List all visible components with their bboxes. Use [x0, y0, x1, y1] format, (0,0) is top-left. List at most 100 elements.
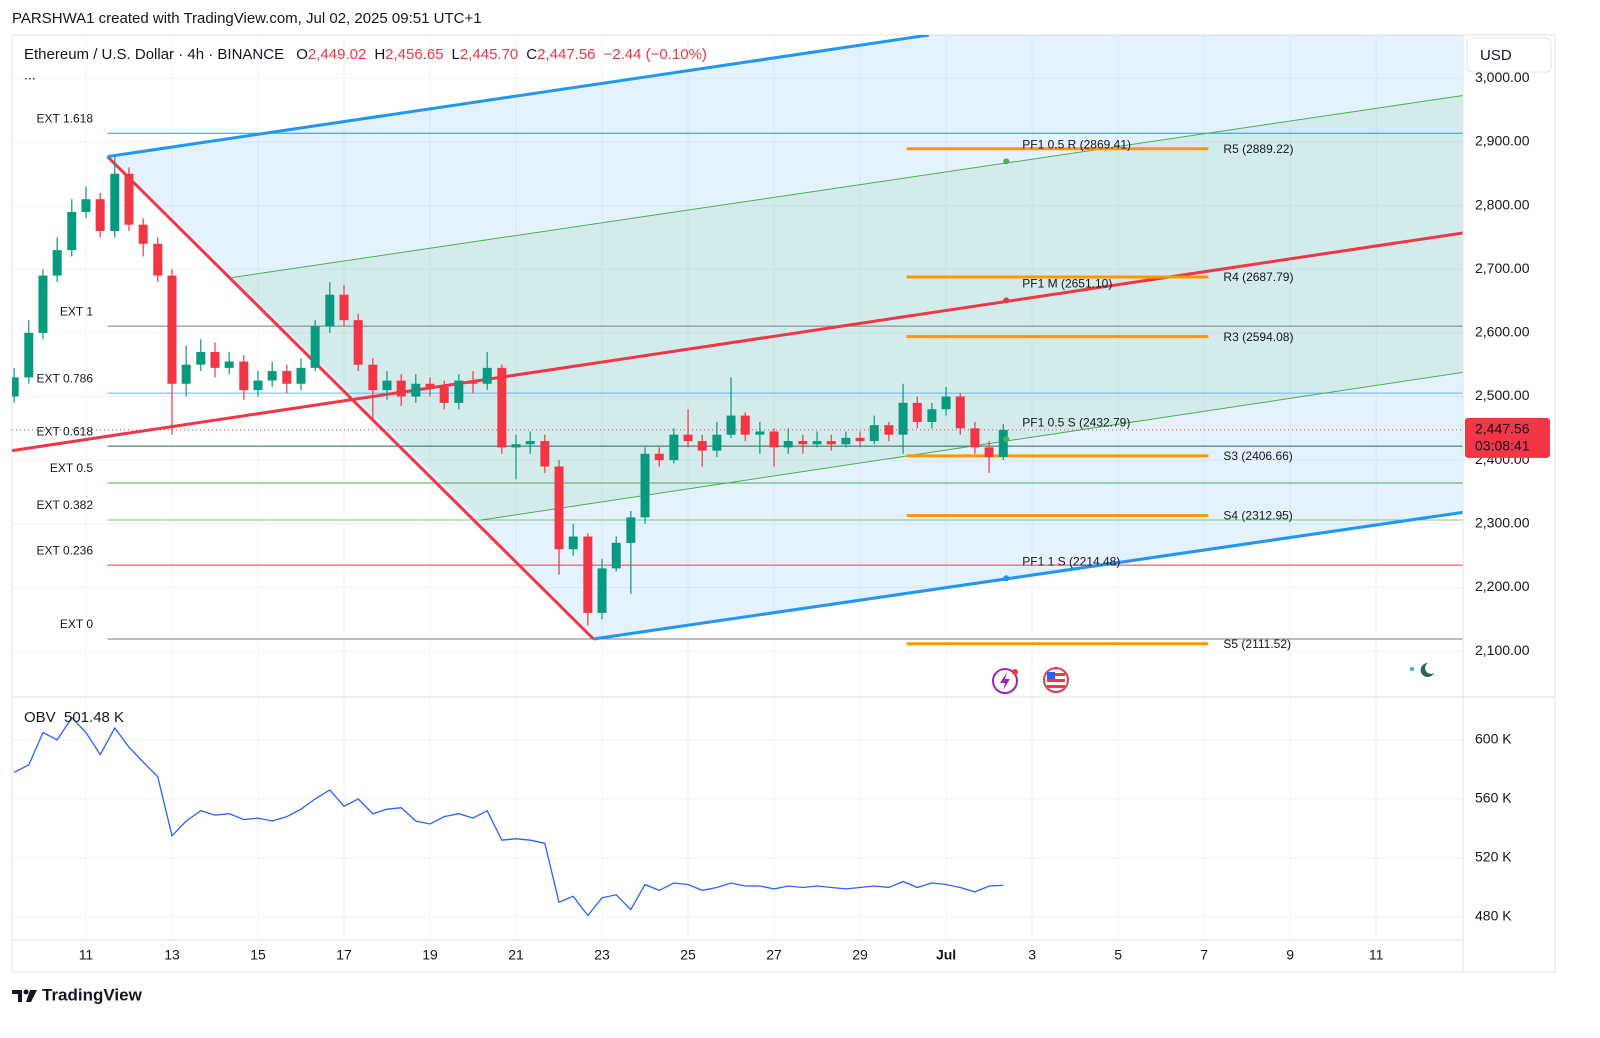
candle-body	[353, 320, 363, 365]
ohlc-key: L	[452, 46, 460, 63]
candle-body	[511, 444, 521, 448]
candle-body	[239, 361, 249, 391]
pitchfork-fill	[107, 35, 1463, 639]
x-tick-label: 15	[250, 947, 266, 963]
candle-body	[253, 380, 263, 391]
candle-body	[783, 441, 793, 448]
pivot-label: S3 (2406.66)	[1223, 449, 1292, 463]
candle-body	[726, 415, 736, 435]
obv-pane	[13, 716, 1004, 917]
pivot-label: R5 (2889.22)	[1223, 142, 1293, 156]
price-pane	[12, 35, 1463, 646]
candle-body	[67, 211, 77, 251]
y-tick-label: 3,000.00	[1475, 69, 1530, 85]
fib-label: EXT 1	[60, 304, 93, 318]
candle-body	[611, 542, 621, 569]
candle-body	[869, 425, 879, 442]
x-tick-label: 11	[1369, 947, 1384, 963]
candle-body	[153, 243, 163, 276]
candle-body	[626, 517, 636, 543]
pitchfork-fill	[232, 95, 1463, 520]
grid	[12, 35, 1463, 940]
candle-body	[454, 380, 464, 403]
y-tick-label: 2,900.00	[1475, 133, 1530, 149]
fib-label: EXT 0.382	[37, 498, 94, 512]
last-price-box	[1465, 417, 1550, 458]
x-tick-label: 5	[1114, 947, 1122, 963]
candle-body	[597, 568, 607, 613]
pitchfork-label: PF1 0.5 R (2869.41)	[1022, 138, 1131, 152]
y-tick-label: 480 K	[1475, 908, 1512, 924]
x-tick-label: 3	[1028, 947, 1036, 963]
x-tick-label: 25	[680, 947, 696, 963]
pitchfork-line	[12, 231, 1463, 453]
event-icons[interactable]	[992, 667, 1069, 694]
fib-label: EXT 0.786	[37, 371, 94, 385]
frame	[11, 34, 1556, 973]
fib-label: EXT 0.236	[37, 543, 94, 557]
pitchfork-label: PF1 1 S (2214.48)	[1022, 554, 1120, 568]
y-tick-label: 2,500.00	[1475, 387, 1530, 403]
countdown: 03:08:41	[1475, 438, 1530, 454]
change: −2.44 (−0.10%)	[604, 46, 707, 63]
last-price-label: 2,447.56	[1475, 421, 1530, 437]
candle-body	[267, 371, 277, 381]
candle-body	[167, 275, 177, 384]
indicator-value: 501.48 K	[64, 709, 124, 726]
x-tick-label: 7	[1200, 947, 1208, 963]
fib-label: EXT 0	[60, 617, 93, 631]
candle-body	[52, 250, 62, 276]
candle-body	[12, 377, 19, 397]
candle-body	[81, 199, 91, 212]
pitchfork-line	[232, 94, 1463, 278]
pitchfork-line	[593, 510, 1463, 641]
y-tick-label: 2,600.00	[1475, 324, 1530, 340]
pitchfork-line	[106, 155, 595, 641]
x-tick-label: 17	[336, 947, 352, 963]
x-tick-label: 9	[1286, 947, 1294, 963]
axes: 11 13 15 17 19 21 23 25 27 29 Jul 3 5 7 9 11 2,100.00 2,2…	[24, 69, 1550, 963]
pitchfork-point	[1003, 575, 1010, 582]
pitchfork-line	[107, 35, 930, 159]
candle-body	[970, 428, 980, 448]
candle-body	[310, 326, 320, 368]
theme-icon[interactable]	[1410, 662, 1434, 677]
ohlc-key: O	[296, 46, 308, 63]
ohlc-value: 2,449.02	[308, 46, 366, 63]
currency[interactable]: USD	[1480, 47, 1512, 64]
x-tick-label: 21	[508, 947, 524, 963]
candle-body	[339, 294, 349, 321]
candle-body	[654, 453, 664, 461]
y-tick-label: 600 K	[1475, 731, 1512, 747]
obv-line	[13, 716, 1004, 917]
candle-body	[382, 380, 392, 391]
candle-body	[196, 351, 206, 365]
candle-body	[740, 415, 750, 435]
candle-body	[411, 383, 421, 397]
pitchfork-label: PF1 0.5 S (2432.79)	[1022, 415, 1130, 429]
brand: TradingView	[42, 985, 143, 1004]
candle-body	[912, 402, 922, 422]
candle-body	[525, 441, 535, 445]
x-tick-label: 11	[79, 947, 94, 963]
candle-body	[712, 434, 722, 451]
candle-body	[396, 380, 406, 397]
x-tick-label: 29	[852, 947, 868, 963]
ohlc-value: 2,456.65	[385, 46, 443, 63]
candle-body	[425, 383, 435, 387]
indicator-title: OBV	[24, 709, 56, 726]
x-tick-label: 27	[766, 947, 782, 963]
pivot-label: S5 (2111.52)	[1223, 637, 1291, 651]
more[interactable]: ...	[24, 67, 36, 83]
candle-body	[669, 434, 679, 461]
currency-button[interactable]	[1466, 37, 1552, 73]
fib-label: EXT 1.618	[37, 111, 94, 125]
candle-body	[296, 367, 306, 384]
ohlc-value: 2,447.56	[537, 46, 595, 63]
candle-body	[110, 173, 120, 232]
fib-label: EXT 0.5	[50, 461, 93, 475]
candle-body	[325, 294, 335, 327]
